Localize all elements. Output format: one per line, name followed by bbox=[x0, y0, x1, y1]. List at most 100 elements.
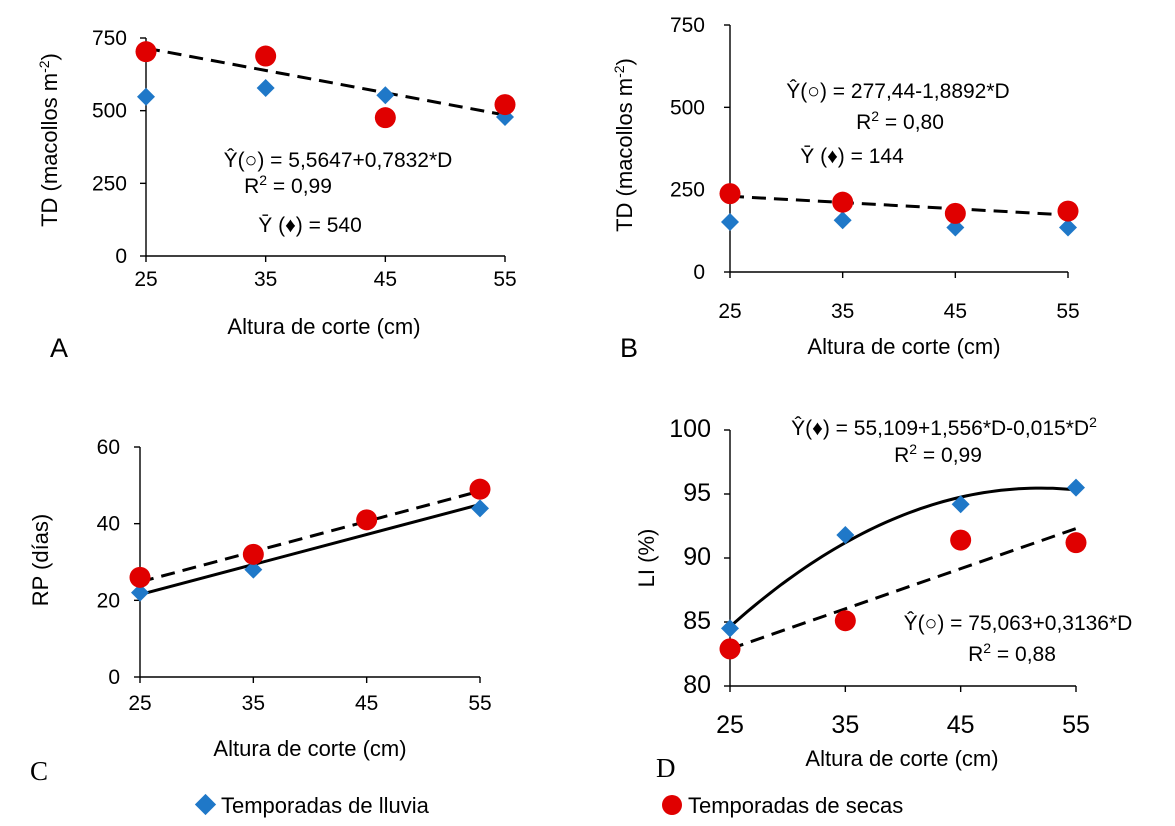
panel-c-point-lluvia bbox=[131, 583, 149, 602]
panel-a-point-secas bbox=[135, 41, 157, 63]
panel-c-fit-dashed bbox=[139, 489, 481, 584]
panel-c-ylabel: RP (días) bbox=[28, 514, 53, 607]
panel-a-ytick-label: 250 bbox=[92, 172, 127, 195]
panel-c-letter: C bbox=[30, 756, 48, 786]
panel-d-ytick-label: 95 bbox=[683, 479, 711, 507]
panel-b-point-lluvia bbox=[721, 212, 739, 231]
panel-d-point-lluvia bbox=[1067, 478, 1085, 497]
panel-a-ytick-label: 0 bbox=[115, 245, 127, 268]
panel-b-point-lluvia bbox=[1059, 218, 1077, 237]
panel-b-letter: B bbox=[620, 333, 638, 363]
panel-a-xtick-label: 35 bbox=[254, 268, 277, 291]
panel-a-xlabel: Altura de corte (cm) bbox=[227, 314, 420, 339]
panel-a-point-secas bbox=[494, 94, 516, 116]
panel-a-xtick-label: 45 bbox=[374, 268, 397, 291]
panel-b-ytick-label: 750 bbox=[670, 14, 705, 37]
panel-d-ylabel: LI (%) bbox=[634, 529, 659, 588]
panel-c-point-secas bbox=[129, 566, 151, 588]
panel-b-ylabel: TD (macollos m-2) bbox=[611, 58, 637, 232]
panel-b-point-secas bbox=[944, 202, 966, 224]
panel-d-ytick-label: 90 bbox=[683, 543, 711, 571]
panel-b-mean: Ȳ (♦) = 144 bbox=[800, 145, 904, 168]
panel-c-xtick-label: 55 bbox=[468, 692, 491, 715]
panel-b-ytick-label: 250 bbox=[670, 179, 705, 202]
panel-c-xlabel: Altura de corte (cm) bbox=[213, 736, 406, 761]
panel-b-xtick-label: 45 bbox=[944, 300, 967, 323]
legend-rain-label: Temporadas de lluvia bbox=[221, 793, 430, 818]
panel-a: TD (macollos m-2) Altura de corte (cm) Ŷ… bbox=[36, 27, 517, 363]
panel-b-point-secas bbox=[719, 183, 741, 205]
panel-b-fit-dashed bbox=[729, 194, 1069, 217]
legend-dry-marker bbox=[662, 795, 682, 815]
panel-b-point-lluvia bbox=[833, 211, 852, 230]
panel-a-point-lluvia bbox=[256, 78, 275, 97]
panel-c-xtick-label: 45 bbox=[355, 692, 378, 715]
legend: Temporadas de lluvia Temporadas de secas bbox=[194, 793, 903, 818]
panel-a-fit-dashed bbox=[145, 46, 506, 117]
panel-d-xtick-label: 55 bbox=[1062, 711, 1090, 739]
panel-c-point-lluvia bbox=[244, 560, 263, 579]
panel-b-xtick-label: 35 bbox=[831, 300, 854, 323]
panel-a-letter: A bbox=[50, 333, 68, 363]
panel-a-point-secas bbox=[374, 107, 396, 129]
panel-a-ytick-label: 500 bbox=[92, 100, 127, 123]
panel-d-equation-rain: Ŷ(♦) = 55,109+1,556*D-0,015*D2 bbox=[791, 414, 1097, 440]
panel-b-point-secas bbox=[832, 191, 854, 213]
panel-d-ytick-label: 85 bbox=[683, 607, 711, 635]
panel-d-equation-dry: Ŷ(○) = 75,063+0,3136*D bbox=[904, 612, 1133, 635]
panel-d-ytick-label: 80 bbox=[683, 671, 711, 699]
panel-d-point-secas bbox=[834, 610, 856, 632]
panel-c-ytick-label: 0 bbox=[108, 666, 120, 689]
panel-a-xtick-label: 55 bbox=[493, 268, 516, 291]
panel-b-r2: R2 = 0,80 bbox=[856, 108, 944, 134]
panel-c-point-secas bbox=[469, 478, 491, 500]
panel-d-point-lluvia bbox=[836, 525, 855, 544]
panel-c-point-secas bbox=[242, 543, 264, 565]
panel-a-ytick-label: 750 bbox=[92, 27, 127, 50]
panel-b-ytick-label: 500 bbox=[670, 96, 705, 119]
panel-a-ylabel: TD (macollos m-2) bbox=[36, 53, 62, 227]
panel-b-point-lluvia bbox=[946, 218, 965, 237]
panel-b-equation: Ŷ(○) = 277,44-1,8892*D bbox=[786, 80, 1009, 103]
panel-b-ytick-label: 0 bbox=[693, 261, 705, 284]
panel-d: LI (%) Altura de corte (cm) Ŷ(♦) = 55,10… bbox=[634, 414, 1132, 783]
panel-a-xtick-label: 25 bbox=[134, 268, 157, 291]
panel-d-fit-solid bbox=[729, 486, 1077, 628]
panel-a-point-lluvia bbox=[376, 86, 395, 105]
panel-b-xtick-label: 25 bbox=[718, 300, 741, 323]
panel-c-xtick-label: 35 bbox=[242, 692, 265, 715]
panel-a-mean: Ȳ (♦) = 540 bbox=[258, 214, 362, 237]
panel-b: TD (macollos m-2) Altura de corte (cm) Ŷ… bbox=[611, 14, 1080, 363]
panel-c-xtick-label: 25 bbox=[128, 692, 151, 715]
panel-c-fit-solid bbox=[139, 503, 481, 597]
panel-d-point-secas bbox=[1065, 532, 1087, 554]
panel-a-r2: R2 = 0,99 bbox=[244, 172, 332, 198]
panel-a-point-lluvia bbox=[137, 87, 155, 106]
legend-rain-marker bbox=[194, 793, 217, 816]
panel-d-r2-rain: R2 = 0,99 bbox=[894, 441, 982, 467]
panel-d-fit-dashed bbox=[729, 527, 1077, 651]
panel-b-xlabel: Altura de corte (cm) bbox=[807, 334, 1000, 359]
panel-d-r2-dry: R2 = 0,88 bbox=[968, 640, 1056, 666]
panel-d-point-secas bbox=[719, 638, 741, 660]
panel-c-point-secas bbox=[356, 509, 378, 531]
panel-c-ytick-label: 40 bbox=[97, 513, 120, 536]
panel-d-xtick-label: 45 bbox=[947, 711, 975, 739]
panel-d-letter: D bbox=[656, 753, 676, 783]
panel-b-xtick-label: 55 bbox=[1056, 300, 1079, 323]
panel-d-xlabel: Altura de corte (cm) bbox=[805, 746, 998, 771]
panel-d-point-secas bbox=[950, 529, 972, 551]
panel-a-point-secas bbox=[255, 45, 277, 67]
panel-b-point-secas bbox=[1057, 200, 1079, 222]
panel-c-ytick-label: 60 bbox=[97, 436, 120, 459]
legend-dry-label: Temporadas de secas bbox=[688, 793, 903, 818]
panel-d-point-lluvia bbox=[721, 619, 739, 638]
panel-c-point-lluvia bbox=[471, 499, 489, 518]
panel-a-equation: Ŷ(○) = 5,5647+0,7832*D bbox=[224, 149, 453, 172]
panel-d-point-lluvia bbox=[951, 495, 970, 514]
panel-d-ytick-label: 100 bbox=[669, 415, 711, 443]
panel-d-xtick-label: 35 bbox=[831, 711, 859, 739]
panel-c: RP (días) Altura de corte (cm) C 0 20 40 60… bbox=[28, 436, 492, 786]
panel-d-xtick-label: 25 bbox=[716, 711, 744, 739]
